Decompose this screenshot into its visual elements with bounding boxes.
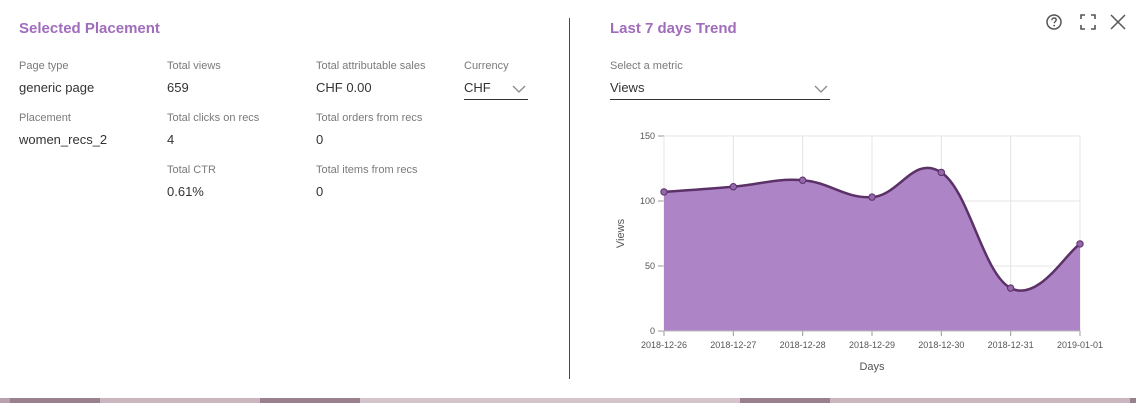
total-orders-label: Total orders from recs xyxy=(316,112,423,124)
trend-title: Last 7 days Trend xyxy=(610,20,737,37)
data-point xyxy=(868,193,876,201)
currency-selected-value: CHF xyxy=(464,80,491,95)
x-tick-label: 2018-12-26 xyxy=(641,340,687,350)
y-axis-title: Views xyxy=(615,218,627,248)
fullscreen-icon[interactable] xyxy=(1079,13,1097,31)
total-sales-value: CHF 0.00 xyxy=(316,80,372,95)
total-orders-value: 0 xyxy=(316,132,324,147)
close-icon[interactable] xyxy=(1109,13,1127,31)
x-tick-label: 2018-12-27 xyxy=(710,340,756,350)
placement-label: Placement xyxy=(19,112,71,124)
data-point xyxy=(798,176,807,184)
data-point xyxy=(1076,240,1084,248)
x-tick-label: 2018-12-31 xyxy=(988,340,1034,350)
data-point xyxy=(660,188,668,196)
x-tick-label: 2018-12-28 xyxy=(780,340,826,350)
y-tick-label: 0 xyxy=(650,326,655,336)
selected-placement-title: Selected Placement xyxy=(19,20,160,37)
page-type-value: generic page xyxy=(19,80,95,95)
data-point xyxy=(1006,284,1015,292)
x-tick-label: 2018-12-29 xyxy=(849,340,895,350)
x-tick-label: 2018-12-30 xyxy=(918,340,964,350)
total-views-label: Total views xyxy=(167,60,221,72)
views-trend-chart: 0 50 100 150 2018-12-26 2018-12-27 2018-12-28 2… xyxy=(600,120,1120,380)
page-type-label: Page type xyxy=(19,60,69,72)
metric-label: Select a metric xyxy=(610,60,683,72)
total-ctr-label: Total CTR xyxy=(167,164,216,176)
currency-label: Currency xyxy=(464,60,509,72)
placement-value: women_recs_2 xyxy=(19,132,108,147)
total-clicks-label: Total clicks on recs xyxy=(167,112,260,124)
currency-select[interactable]: CHF xyxy=(464,78,528,100)
total-ctr-value: 0.61% xyxy=(167,184,204,199)
chevron-down-icon xyxy=(814,81,828,93)
y-tick-label: 150 xyxy=(640,131,655,141)
chart-svg: 0 50 100 150 2018-12-26 2018-12-27 2018-12-28 2… xyxy=(615,131,1103,373)
metric-select[interactable]: Views xyxy=(610,78,830,100)
data-point xyxy=(729,182,738,191)
x-tick-label: 2019-01-01 xyxy=(1057,340,1103,350)
total-views-value: 659 xyxy=(167,80,189,95)
y-tick-label: 50 xyxy=(645,261,655,271)
total-sales-label: Total attributable sales xyxy=(316,60,426,72)
total-clicks-value: 4 xyxy=(167,132,175,147)
y-tick-label: 100 xyxy=(640,196,655,206)
x-axis-title: Days xyxy=(859,361,885,373)
section-divider xyxy=(569,18,570,379)
chevron-down-icon xyxy=(512,81,526,93)
data-point xyxy=(937,168,946,177)
total-items-label: Total items from recs xyxy=(316,164,418,176)
series-area xyxy=(664,167,1080,331)
total-items-value: 0 xyxy=(316,184,324,199)
metric-selected-value: Views xyxy=(610,80,645,95)
background-strip xyxy=(0,398,1136,403)
help-circle-icon[interactable] xyxy=(1045,13,1063,31)
